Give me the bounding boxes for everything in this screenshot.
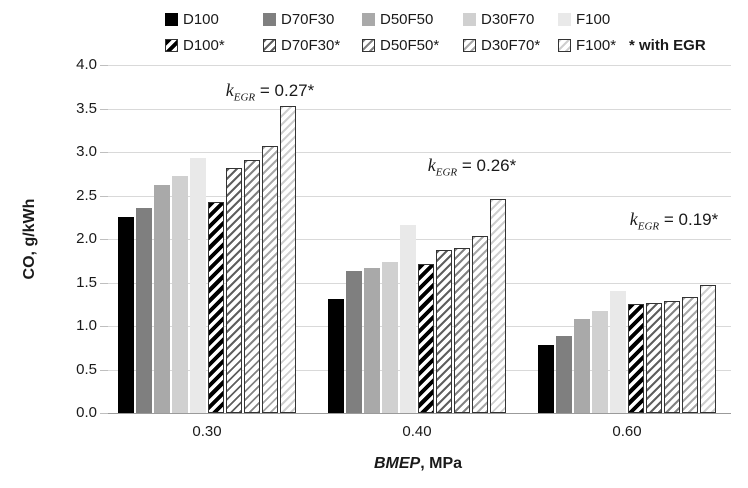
bar-D70F30*-0.40 [436,250,452,413]
legend-label: D30F70* [481,36,541,54]
y-axis-title: CO, g/kWh [21,198,38,280]
y-tick-label: 4.0 [76,56,97,73]
legend-label: D30F70 [481,10,535,28]
y-tick-label: 3.5 [76,99,97,117]
legend-item-D50F50*: D50F50* [362,36,440,54]
bar-D70F30-0.30 [136,207,152,413]
y-tick-label: 1.5 [76,273,97,291]
legend-item-D30F70*: D30F70* [463,36,541,54]
y-tick-mark [100,413,108,414]
y-tick-label: 0.5 [76,360,97,378]
bar-D50F50*-0.40 [454,247,470,413]
legend-swatch-D50F50 [362,12,375,26]
legend-swatch-F100* [558,38,571,52]
bar-D100*-0.40 [418,264,434,413]
gridline [108,195,731,197]
legend-item-D30F70: D30F70 [463,10,535,28]
bar-D100-0.40 [328,299,344,413]
y-tick-label: 2.5 [76,186,97,204]
bar-F100-0.30 [190,158,206,413]
bar-D50F50-0.30 [154,185,170,413]
y-tick-mark [100,282,108,284]
x-tick-label: 0.40 [402,423,432,440]
legend-swatch-D30F70* [463,38,476,52]
legend-label: F100* [576,36,617,54]
legend-item-D100: D100 [165,10,219,28]
bar-D50F50*-0.30 [244,159,260,413]
egr-annotation-0.60: kEGR = 0.19* [629,209,719,233]
gridline [108,65,731,66]
x-axis-title-acronym: BMEP [373,455,421,472]
egr-annotation-0.30: kEGR = 0.27* [225,80,315,104]
bar-F100*-0.30 [280,105,296,413]
y-tick-label: 1.0 [76,317,97,334]
y-tick-label: 2.0 [76,230,97,247]
bar-F100*-0.60 [700,285,716,413]
egr-annotation-0.40: kEGR = 0.26* [427,155,517,179]
bar-F100*-0.40 [490,198,506,413]
legend-label: D100 [183,10,219,28]
x-axis-title: BMEP, MPa [374,455,462,473]
legend-swatch-D100* [165,38,178,52]
x-tick-label: 0.60 [612,423,642,440]
legend-swatch-D30F70 [463,12,476,26]
bar-D100-0.30 [118,217,134,413]
y-tick-mark [100,195,108,197]
legend-label: D50F50 [380,10,434,28]
y-tick-mark [100,326,108,327]
bar-D100-0.60 [538,345,554,413]
legend-label: F100 [576,10,611,28]
bar-D30F70-0.30 [172,176,188,413]
bar-D50F50-0.40 [364,267,380,413]
legend-swatch-D100 [165,12,178,26]
bar-F100-0.40 [400,225,416,413]
gridline [108,108,731,110]
y-tick-mark [100,152,108,153]
legend-item-D50F50: D50F50 [362,10,434,28]
legend-swatch-D70F30 [263,12,276,26]
legend-item-D70F30*: D70F30* [263,36,341,54]
legend-label: D50F50* [380,36,440,54]
legend-swatch-D70F30* [263,38,276,52]
legend-item-D70F30: D70F30 [263,10,335,28]
legend-item-F100: F100 [558,10,611,28]
x-axis-line [108,413,731,414]
bar-F100-0.60 [610,291,626,413]
legend-item-F100*: F100* [558,36,617,54]
x-axis-title-unit: , MPa [420,455,463,472]
y-tick-label: 0.0 [76,404,97,421]
legend-label: D70F30* [281,36,341,54]
y-tick-mark [100,108,108,110]
legend-label: D100* [183,36,225,54]
bar-D70F30-0.60 [556,336,572,413]
y-tick-mark [100,369,108,371]
bar-D30F70-0.60 [592,311,608,413]
gridline [108,152,731,153]
legend-swatch-D50F50* [362,38,375,52]
bar-D30F70*-0.30 [262,145,278,413]
y-tick-mark [100,239,108,240]
y-tick-mark [100,65,108,66]
bar-D30F70*-0.60 [682,297,698,413]
bar-D70F30*-0.60 [646,302,662,413]
legend-label: D70F30 [281,10,335,28]
bar-D50F50*-0.60 [664,300,680,413]
bar-D30F70-0.40 [382,262,398,413]
bar-D50F50-0.60 [574,319,590,413]
legend-note-with-egr: * with EGR [629,37,706,54]
y-tick-label: 3.0 [76,143,97,160]
legend-item-D100*: D100* [165,36,225,54]
bar-D70F30*-0.30 [226,167,242,413]
bar-D100*-0.30 [208,201,224,413]
gridline [108,239,731,240]
legend-swatch-F100 [558,12,571,26]
x-tick-label: 0.30 [192,423,222,440]
bar-D100*-0.60 [628,304,644,413]
bar-D70F30-0.40 [346,271,362,413]
bar-D30F70*-0.40 [472,236,488,413]
